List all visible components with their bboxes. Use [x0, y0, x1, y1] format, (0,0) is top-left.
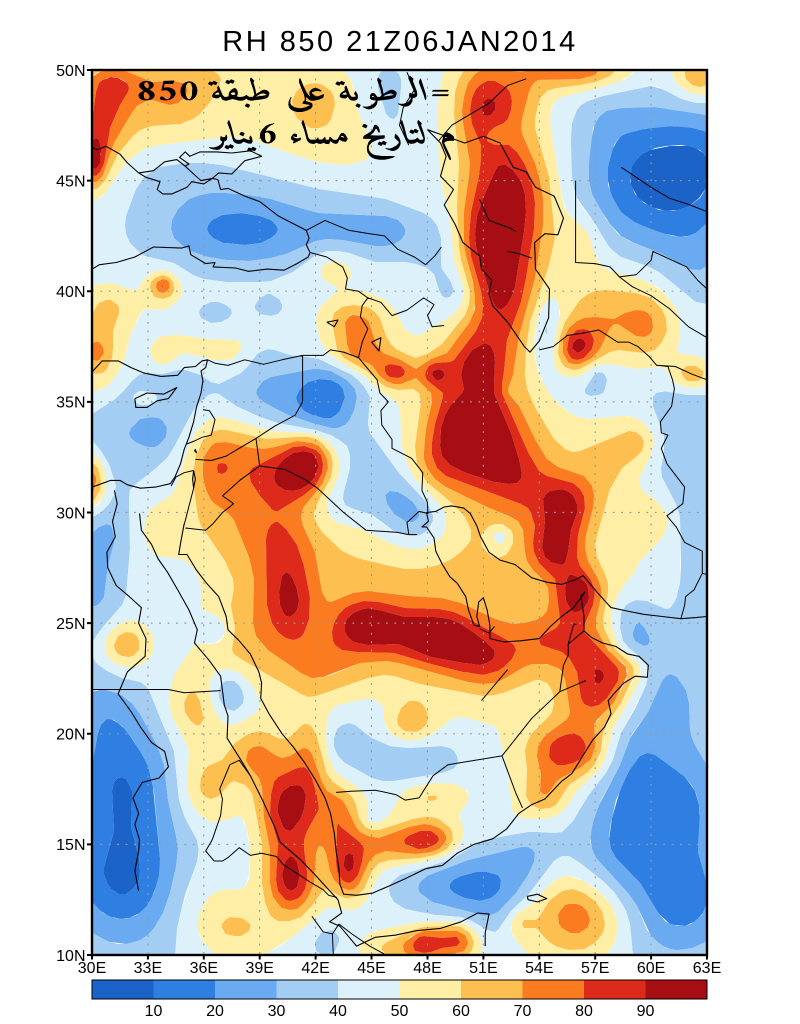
svg-text:80: 80: [575, 1003, 593, 1020]
svg-text:15N: 15N: [56, 837, 85, 854]
svg-text:51E: 51E: [469, 960, 497, 977]
svg-text:36E: 36E: [190, 960, 218, 977]
svg-text:39E: 39E: [245, 960, 273, 977]
svg-text:30N: 30N: [56, 505, 85, 522]
svg-text:30: 30: [268, 1003, 286, 1020]
svg-text:70: 70: [514, 1003, 532, 1020]
svg-text:60: 60: [452, 1003, 470, 1020]
svg-text:10N: 10N: [56, 948, 85, 965]
svg-text:20N: 20N: [56, 727, 85, 744]
svg-text:40: 40: [329, 1003, 347, 1020]
svg-text:45N: 45N: [56, 173, 85, 190]
svg-text:50: 50: [391, 1003, 409, 1020]
svg-text:90: 90: [637, 1003, 655, 1020]
svg-text:63E: 63E: [693, 960, 721, 977]
svg-text:RH 850 21Z06JAN2014: RH 850 21Z06JAN2014: [222, 26, 577, 58]
svg-text:40N: 40N: [56, 284, 85, 301]
svg-text:35N: 35N: [56, 395, 85, 412]
svg-text:42E: 42E: [301, 960, 329, 977]
svg-text:20: 20: [206, 1003, 224, 1020]
svg-text:30E: 30E: [78, 960, 106, 977]
svg-text:60E: 60E: [637, 960, 665, 977]
svg-text:45E: 45E: [357, 960, 385, 977]
svg-text:33E: 33E: [134, 960, 162, 977]
svg-text:10: 10: [145, 1003, 163, 1020]
svg-text:57E: 57E: [581, 960, 609, 977]
svg-text:50N: 50N: [56, 63, 85, 80]
svg-text:25N: 25N: [56, 616, 85, 633]
svg-text:48E: 48E: [413, 960, 441, 977]
svg-text:54E: 54E: [525, 960, 553, 977]
